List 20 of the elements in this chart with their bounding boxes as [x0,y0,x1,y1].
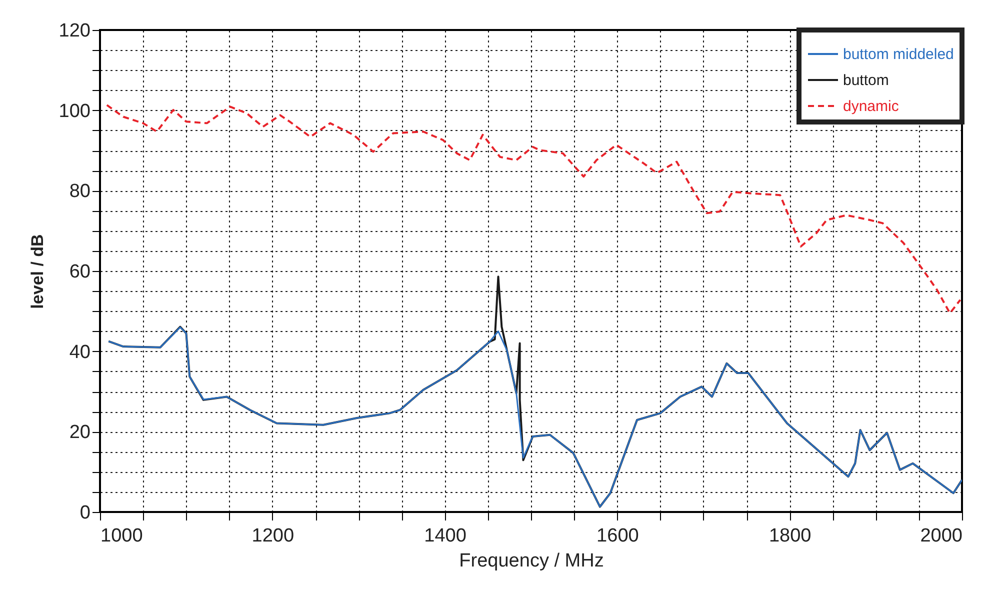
x-tick-label: 2000 [920,526,962,546]
y-tick-label: 120 [58,20,90,42]
x-tick-label: 1800 [768,526,812,546]
y-tick-label: 40 [69,342,90,363]
x-tick-label: 1000 [100,526,143,546]
x-axis-title: Frequency / MHz [459,550,604,572]
legend-label: dynamic [843,98,900,115]
line-series [108,326,962,508]
y-tick-label: 0 [80,502,90,524]
y-tick-label: 20 [69,422,90,444]
x-tick-label: 1200 [252,526,294,546]
legend-label: buttom [843,72,889,89]
y-tick-label: 60 [69,262,90,282]
y-axis-title: level / dB [28,234,47,309]
x-tick-label: 1600 [596,526,639,546]
legend-label: buttom middeled [843,46,954,63]
x-tick-label: 1400 [424,526,466,546]
y-tick-label: 100 [58,100,90,122]
y-tick-label: 80 [69,181,90,202]
line-series [108,276,962,508]
